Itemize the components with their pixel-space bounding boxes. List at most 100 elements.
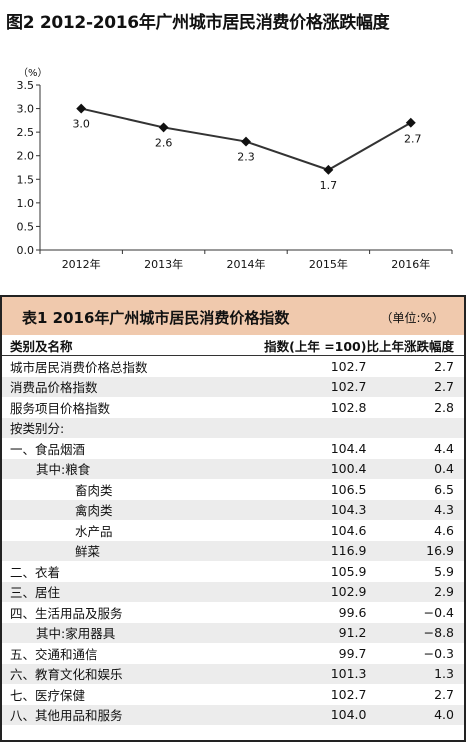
- row-category: 按类别分:: [2, 417, 246, 438]
- row-change-value: 5.9: [434, 563, 454, 579]
- row-change-value: 2.9: [366, 581, 464, 602]
- row-index-value: 104.6: [330, 522, 367, 538]
- x-tick-label: 2014年: [227, 257, 266, 271]
- row-index-value: 102.9: [245, 581, 367, 602]
- row-index-value: 104.3: [245, 499, 367, 520]
- row-change-value: 4.3: [366, 499, 464, 520]
- column-header-change: 比上年涨跌幅度: [366, 335, 464, 356]
- row-change-value: 4.4: [434, 440, 454, 456]
- x-tick-label: 2015年: [309, 257, 348, 271]
- table-unit: （单位:%）: [380, 311, 444, 325]
- row-category: 八、其他用品和服务: [2, 704, 246, 725]
- data-label: 1.7: [320, 179, 338, 192]
- table-row: 七、医疗保健 102.7 2.7: [2, 684, 464, 705]
- column-header-index: 指数(上年 =100): [245, 335, 367, 356]
- row-index-value: [245, 417, 367, 438]
- row-index-value: 99.7: [338, 645, 367, 661]
- column-header-category: 类别及名称: [2, 335, 246, 356]
- row-index-value: 99.6: [338, 604, 367, 620]
- x-tick-label: 2016年: [391, 257, 430, 271]
- row-change-value: 2.7: [366, 376, 464, 397]
- table-row: 六、教育文化和娱乐 101.3 1.3: [2, 663, 464, 684]
- y-tick-label: 1.5: [17, 173, 35, 186]
- data-label: 2.7: [404, 133, 422, 146]
- data-label: 3.0: [72, 118, 90, 131]
- data-label: 2.6: [155, 136, 173, 149]
- row-category: 畜肉类: [75, 482, 113, 498]
- y-tick-label: 2.5: [17, 126, 35, 139]
- row-category: 五、交通和通信: [10, 646, 98, 662]
- row-index-value: 100.4: [245, 458, 367, 479]
- table-row: 畜肉类 106.5 6.5: [2, 479, 464, 500]
- data-point-marker: [76, 103, 87, 114]
- table-row: 服务项目价格指数 102.8 2.8: [2, 397, 464, 418]
- data-point-marker: [405, 117, 416, 128]
- row-index-value: 91.2: [245, 622, 367, 643]
- row-index-value: 102.7: [330, 686, 367, 702]
- y-tick-label: 3.5: [17, 79, 35, 92]
- table-header-bar: 表1 2016年广州城市居民消费价格指数 （单位:%）: [2, 297, 464, 335]
- row-category: 四、生活用品及服务: [10, 605, 123, 621]
- row-category: 七、医疗保健: [10, 687, 86, 703]
- row-category: 水产品: [75, 523, 113, 539]
- row-category: 消费品价格指数: [2, 376, 246, 397]
- table-row: 其中:粮食 100.4 0.4: [2, 458, 464, 479]
- table-row: 四、生活用品及服务 99.6 −0.4: [2, 602, 464, 623]
- table-row: 水产品 104.6 4.6: [2, 520, 464, 541]
- x-tick-label: 2012年: [62, 257, 101, 271]
- row-change-value: −0.3: [423, 645, 454, 661]
- table-column-header-row: 类别及名称 指数(上年 =100) 比上年涨跌幅度: [2, 335, 464, 356]
- row-index-value: 105.9: [330, 563, 367, 579]
- y-axis-unit: （%）: [18, 67, 48, 79]
- row-index-value: 116.9: [245, 540, 367, 561]
- data-label: 2.3: [237, 151, 255, 164]
- row-change-value: 2.8: [434, 399, 454, 415]
- table-row: 城市居民消费价格总指数 102.7 2.7: [2, 356, 464, 377]
- table-title: 表1 2016年广州城市居民消费价格指数: [22, 309, 290, 327]
- row-index-value: 101.3: [245, 663, 367, 684]
- row-category: 禽肉类: [2, 499, 246, 520]
- y-tick-label: 0.5: [17, 220, 35, 233]
- table-row: 五、交通和通信 99.7 −0.3: [2, 643, 464, 664]
- figure-title: 图2 2012-2016年广州城市居民消费价格涨跌幅度: [6, 13, 390, 33]
- row-category: 城市居民消费价格总指数: [10, 359, 148, 375]
- table-row: 按类别分:: [2, 417, 464, 438]
- y-tick-label: 1.0: [17, 197, 35, 210]
- row-category: 六、教育文化和娱乐: [2, 663, 246, 684]
- table-row: 其中:家用器具 91.2 −8.8: [2, 622, 464, 643]
- y-tick-label: 0.0: [17, 244, 35, 257]
- row-category: 服务项目价格指数: [10, 400, 111, 416]
- row-change-value: 2.7: [434, 686, 454, 702]
- price-index-table: 类别及名称 指数(上年 =100) 比上年涨跌幅度 城市居民消费价格总指数 102…: [2, 335, 464, 725]
- table-row: 三、居住 102.9 2.9: [2, 581, 464, 602]
- row-category: 二、衣着: [10, 564, 61, 580]
- row-change-value: 4.0: [366, 704, 464, 725]
- row-change-value: 2.7: [434, 358, 454, 374]
- row-change-value: 6.5: [434, 481, 454, 497]
- line-chart: 0.0 0.5 1.0 1.5 2.0 2.5 3.0 3.5（%） 2012年 2013年 201…: [17, 67, 453, 271]
- row-index-value: 104.4: [330, 440, 367, 456]
- table-row: 消费品价格指数 102.7 2.7: [2, 376, 464, 397]
- table-row: 二、衣着 105.9 5.9: [2, 561, 464, 582]
- row-change-value: 0.4: [366, 458, 464, 479]
- row-index-value: 102.8: [330, 399, 367, 415]
- y-tick-label: 3.0: [17, 103, 35, 116]
- table-row: 禽肉类 104.3 4.3: [2, 499, 464, 520]
- row-category: 其中:家用器具: [2, 622, 246, 643]
- table-row: 八、其他用品和服务 104.0 4.0: [2, 704, 464, 725]
- row-index-value: 102.7: [330, 358, 367, 374]
- row-change-value: 1.3: [366, 663, 464, 684]
- x-tick-label: 2013年: [144, 257, 183, 271]
- table-row: 一、食品烟酒 104.4 4.4: [2, 438, 464, 459]
- row-category: 鲜菜: [2, 540, 246, 561]
- data-point-marker: [323, 164, 334, 175]
- data-point-marker: [241, 136, 251, 147]
- row-change-value: [366, 417, 464, 438]
- row-index-value: 102.7: [245, 376, 367, 397]
- price-index-table-panel: 表1 2016年广州城市居民消费价格指数 （单位:%） 类别及名称 指数(上年 …: [0, 295, 466, 742]
- row-change-value: 16.9: [366, 540, 464, 561]
- y-tick-label: 2.0: [17, 150, 35, 163]
- table-row: 鲜菜 116.9 16.9: [2, 540, 464, 561]
- row-change-value: −0.4: [423, 604, 454, 620]
- row-index-value: 104.0: [245, 704, 367, 725]
